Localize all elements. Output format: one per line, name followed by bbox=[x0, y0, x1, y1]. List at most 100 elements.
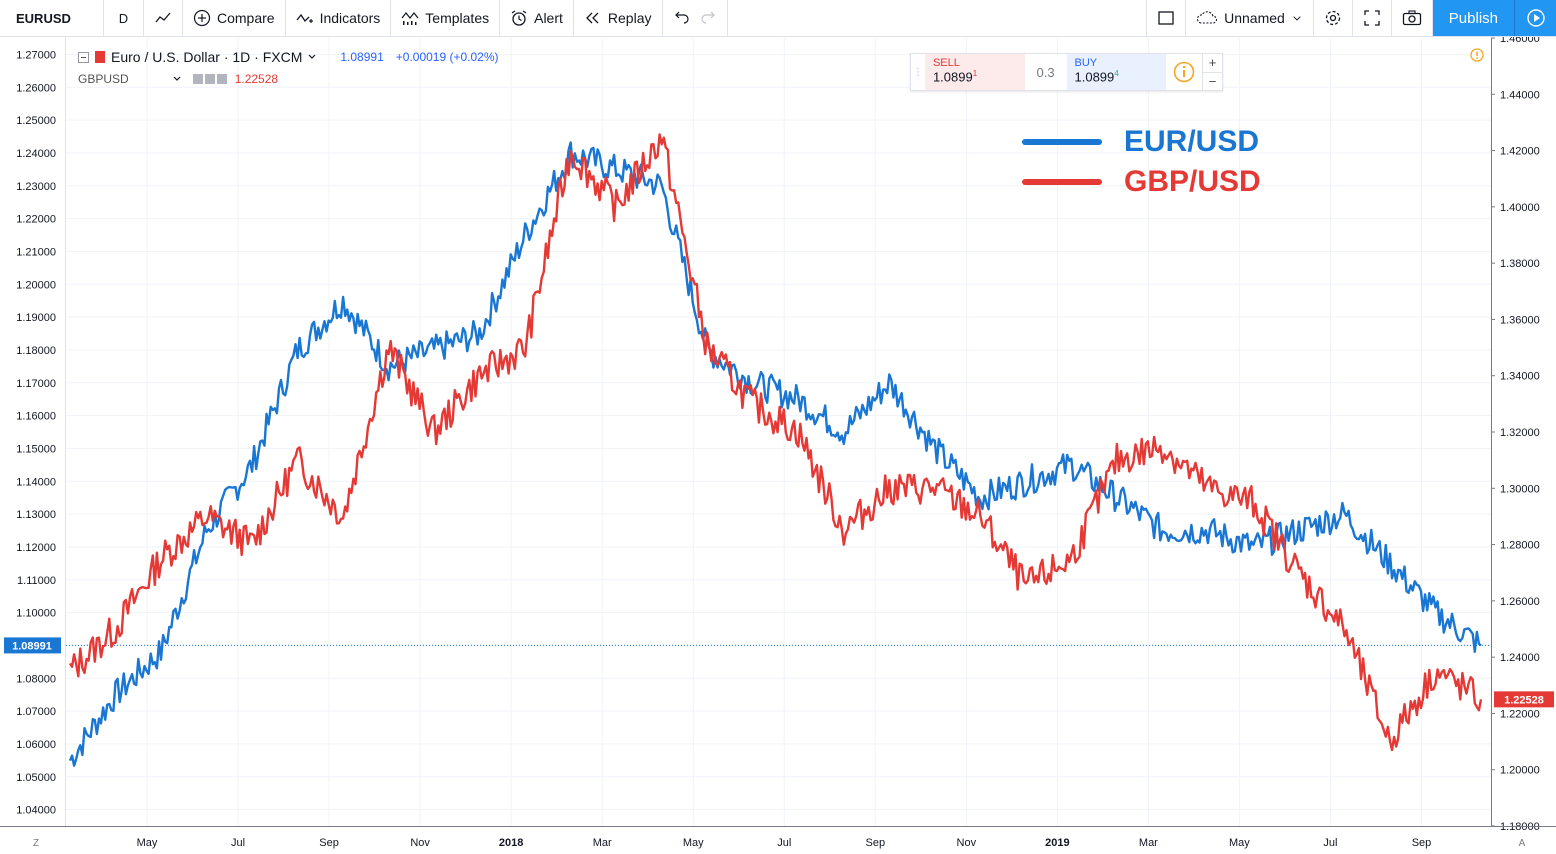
redo-icon bbox=[700, 11, 715, 24]
templates-button[interactable]: Templates bbox=[391, 0, 501, 36]
publish-label: Publish bbox=[1448, 9, 1498, 27]
right-tick-label: 1.32000 bbox=[1500, 427, 1540, 439]
time-tick-label: Nov bbox=[957, 837, 977, 849]
camera-icon bbox=[1402, 10, 1421, 26]
fullscreen-toggle[interactable] bbox=[1146, 0, 1187, 36]
eur-swatch bbox=[1022, 139, 1102, 145]
trade-widget: ⋮ SELL 1.08991 0.3 BUY 1.08994 + − bbox=[910, 53, 1223, 91]
sell-label: SELL bbox=[932, 57, 960, 69]
eye-icon[interactable] bbox=[192, 74, 203, 84]
expand-button[interactable] bbox=[1353, 0, 1392, 36]
compare-symbol: GBPUSD bbox=[78, 72, 129, 86]
cloud-icon bbox=[1197, 11, 1218, 24]
settings-button[interactable] bbox=[1314, 0, 1353, 36]
redo-button[interactable] bbox=[695, 0, 728, 36]
symbol-search[interactable]: EURUSD bbox=[0, 0, 104, 36]
left-price-tag-bg bbox=[4, 637, 61, 654]
indicators-button[interactable]: Indicators bbox=[286, 0, 392, 36]
right-tick-label: 1.18000 bbox=[1500, 821, 1540, 833]
time-tick-label: Jul bbox=[1323, 837, 1337, 849]
undo-icon bbox=[674, 11, 689, 24]
zoom-out-button[interactable]: − bbox=[1203, 71, 1223, 91]
square-icon bbox=[1158, 11, 1174, 25]
chevron-down-icon[interactable] bbox=[173, 75, 181, 83]
templates-label: Templates bbox=[425, 10, 490, 26]
drag-handle[interactable]: ⋮ bbox=[912, 66, 923, 78]
left-tick-label: 1.24000 bbox=[16, 148, 56, 160]
right-tick-label: 1.28000 bbox=[1500, 540, 1540, 552]
right-tick-label: 1.44000 bbox=[1500, 89, 1540, 101]
left-tick-label: 1.10000 bbox=[16, 608, 56, 620]
time-tick-label: 2019 bbox=[1045, 837, 1069, 849]
top-toolbar: EURUSD D Compare Indicators Templates Al… bbox=[0, 0, 1556, 37]
info-button[interactable] bbox=[1166, 54, 1202, 90]
eurusd-series-line bbox=[68, 141, 1482, 767]
undo-button[interactable] bbox=[663, 0, 695, 36]
snapshot-button[interactable] bbox=[1392, 0, 1433, 36]
eur-legend-label: EUR/USD bbox=[1124, 125, 1260, 158]
right-price-tag: 1.22528 bbox=[1504, 694, 1544, 706]
rewind-icon bbox=[585, 12, 599, 24]
left-tick-label: 1.13000 bbox=[16, 509, 56, 521]
left-tick-label: 1.12000 bbox=[16, 542, 56, 554]
interval-label: D bbox=[118, 10, 129, 26]
left-tick-label: 1.08000 bbox=[16, 673, 56, 685]
time-tick-label: Sep bbox=[1412, 837, 1432, 849]
chart-legend: Euro / U.S. Dollar · 1D · FXCM 1.08991 +… bbox=[78, 46, 499, 90]
plus-circle-icon bbox=[193, 9, 211, 27]
alert-label: Alert bbox=[534, 10, 563, 26]
time-tick-label: May bbox=[683, 837, 704, 849]
right-tick-label: 1.26000 bbox=[1500, 596, 1540, 608]
compare-button[interactable]: Compare bbox=[183, 0, 286, 36]
spread-value: 0.3 bbox=[1036, 64, 1055, 80]
publish-button[interactable]: Publish bbox=[1432, 0, 1514, 36]
left-price-scale[interactable] bbox=[0, 38, 66, 826]
buy-button[interactable]: BUY 1.08994 bbox=[1066, 54, 1167, 90]
time-tick-label: Jul bbox=[231, 837, 245, 849]
replay-button[interactable]: Replay bbox=[574, 0, 663, 36]
layout-menu[interactable]: Unnamed bbox=[1186, 0, 1314, 36]
play-circle-icon bbox=[1526, 9, 1545, 27]
time-tick-label: Jul bbox=[777, 837, 791, 849]
left-tick-label: 1.16000 bbox=[16, 411, 56, 423]
time-tick-label: 2018 bbox=[499, 837, 523, 849]
gear-icon bbox=[1325, 10, 1340, 26]
buy-pip: 4 bbox=[1114, 69, 1119, 78]
alarm-clock-icon bbox=[511, 10, 527, 26]
compare-label: Compare bbox=[217, 10, 275, 26]
left-tick-label: 1.22000 bbox=[16, 214, 56, 226]
collapse-icon[interactable] bbox=[78, 51, 89, 63]
time-tick-label: May bbox=[137, 837, 158, 849]
settings-icon[interactable] bbox=[204, 74, 215, 84]
compare-series-legend[interactable]: GBPUSD 1.22528 bbox=[78, 68, 499, 90]
time-scale[interactable] bbox=[0, 826, 1556, 854]
right-tick-label: 1.38000 bbox=[1500, 258, 1540, 270]
gbpusd-series-line bbox=[68, 133, 1483, 752]
expand-icon bbox=[1364, 10, 1380, 26]
gbp-legend-label: GBP/USD bbox=[1124, 165, 1261, 198]
publish-menu-button[interactable] bbox=[1514, 0, 1556, 36]
left-tick-label: 1.07000 bbox=[16, 706, 56, 718]
main-series-legend[interactable]: Euro / U.S. Dollar · 1D · FXCM 1.08991 +… bbox=[78, 46, 499, 68]
right-tick-label: 1.34000 bbox=[1500, 371, 1540, 383]
warning-icon[interactable] bbox=[1470, 48, 1484, 62]
chart-style-button[interactable] bbox=[144, 0, 183, 36]
sell-button[interactable]: SELL 1.08991 bbox=[924, 54, 1025, 90]
chevron-down-icon[interactable] bbox=[308, 53, 316, 61]
chevron-down-icon bbox=[1293, 16, 1301, 21]
info-icon bbox=[1173, 61, 1195, 83]
time-tick-label: May bbox=[1229, 837, 1250, 849]
alert-button[interactable]: Alert bbox=[500, 0, 574, 36]
time-tick-label: Mar bbox=[593, 837, 612, 849]
right-price-scale[interactable] bbox=[1491, 38, 1556, 826]
gbp-swatch bbox=[1022, 179, 1102, 185]
zoom-in-button[interactable]: + bbox=[1208, 55, 1217, 71]
right-tick-label: 1.36000 bbox=[1500, 314, 1540, 326]
remove-icon[interactable] bbox=[216, 74, 227, 84]
interval-button[interactable]: D bbox=[104, 0, 144, 36]
left-tick-label: 1.26000 bbox=[16, 82, 56, 94]
indicators-label: Indicators bbox=[319, 10, 381, 26]
right-tick-label: 1.40000 bbox=[1500, 202, 1540, 214]
right-tick-label: 1.24000 bbox=[1500, 652, 1540, 664]
